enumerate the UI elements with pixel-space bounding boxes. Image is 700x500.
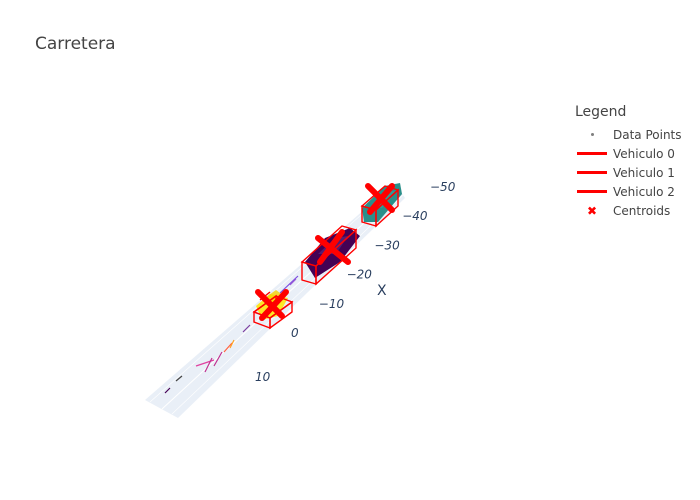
- legend-item-vehiculo-2[interactable]: Vehiculo 2: [575, 182, 682, 201]
- centroid-markers: [255, 183, 395, 321]
- x-axis-title: X: [377, 283, 387, 299]
- line-marker-icon: [575, 144, 609, 163]
- legend-title: Legend: [575, 104, 627, 120]
- data-point: [223, 342, 233, 353]
- data-point: [242, 324, 251, 333]
- x-marker-icon: ✖: [586, 203, 598, 218]
- bbox-face: [269, 300, 293, 330]
- centroid-x-marker: [367, 183, 395, 215]
- bbox-face: [375, 188, 399, 228]
- centroid-x-marker: [317, 229, 345, 265]
- line-marker-icon: [575, 182, 609, 201]
- y-tick-label: 0: [291, 326, 299, 340]
- legend-label: Centroids: [613, 203, 671, 218]
- centroid-x-marker: [255, 289, 285, 319]
- dot-marker-icon: [575, 125, 609, 144]
- bbox-face: [315, 228, 357, 286]
- x-tick-label: −10: [319, 297, 345, 311]
- data-point: [213, 351, 223, 367]
- legend-label: Vehiculo 1: [613, 165, 675, 180]
- legend-item-data-points[interactable]: Data Points: [575, 125, 682, 144]
- centroid-x-marker: [315, 235, 351, 265]
- x-tick-label: −20: [347, 268, 373, 282]
- centroid-x-marker: [259, 289, 289, 321]
- legend-label: Vehiculo 0: [613, 146, 675, 161]
- x-tick-label: −50: [430, 180, 456, 194]
- data-point: [204, 357, 213, 373]
- legend-label: Vehiculo 2: [613, 184, 675, 199]
- legend-item-centroids[interactable]: ✖ Centroids: [575, 201, 682, 220]
- legend-label: Data Points: [613, 127, 682, 142]
- legend-item-vehiculo-0[interactable]: Vehiculo 0: [575, 144, 682, 163]
- chart-title: Carretera: [35, 34, 116, 54]
- bbox-vehiculo-1: [300, 225, 358, 286]
- legend: Legend Data Points Vehiculo 0 Vehiculo 1…: [575, 104, 682, 220]
- line-marker-icon: [575, 163, 609, 182]
- data-point: [279, 275, 299, 294]
- legend-item-vehiculo-1[interactable]: Vehiculo 1: [575, 163, 682, 182]
- x-tick-label: −30: [374, 238, 400, 252]
- data-point: [175, 375, 183, 382]
- data-point: [164, 387, 171, 394]
- sparse-points: [164, 275, 299, 394]
- x-tick-label: −40: [402, 209, 428, 223]
- y-tick-label: 10: [255, 370, 271, 384]
- data-point: [229, 339, 235, 349]
- data-point: [289, 278, 297, 286]
